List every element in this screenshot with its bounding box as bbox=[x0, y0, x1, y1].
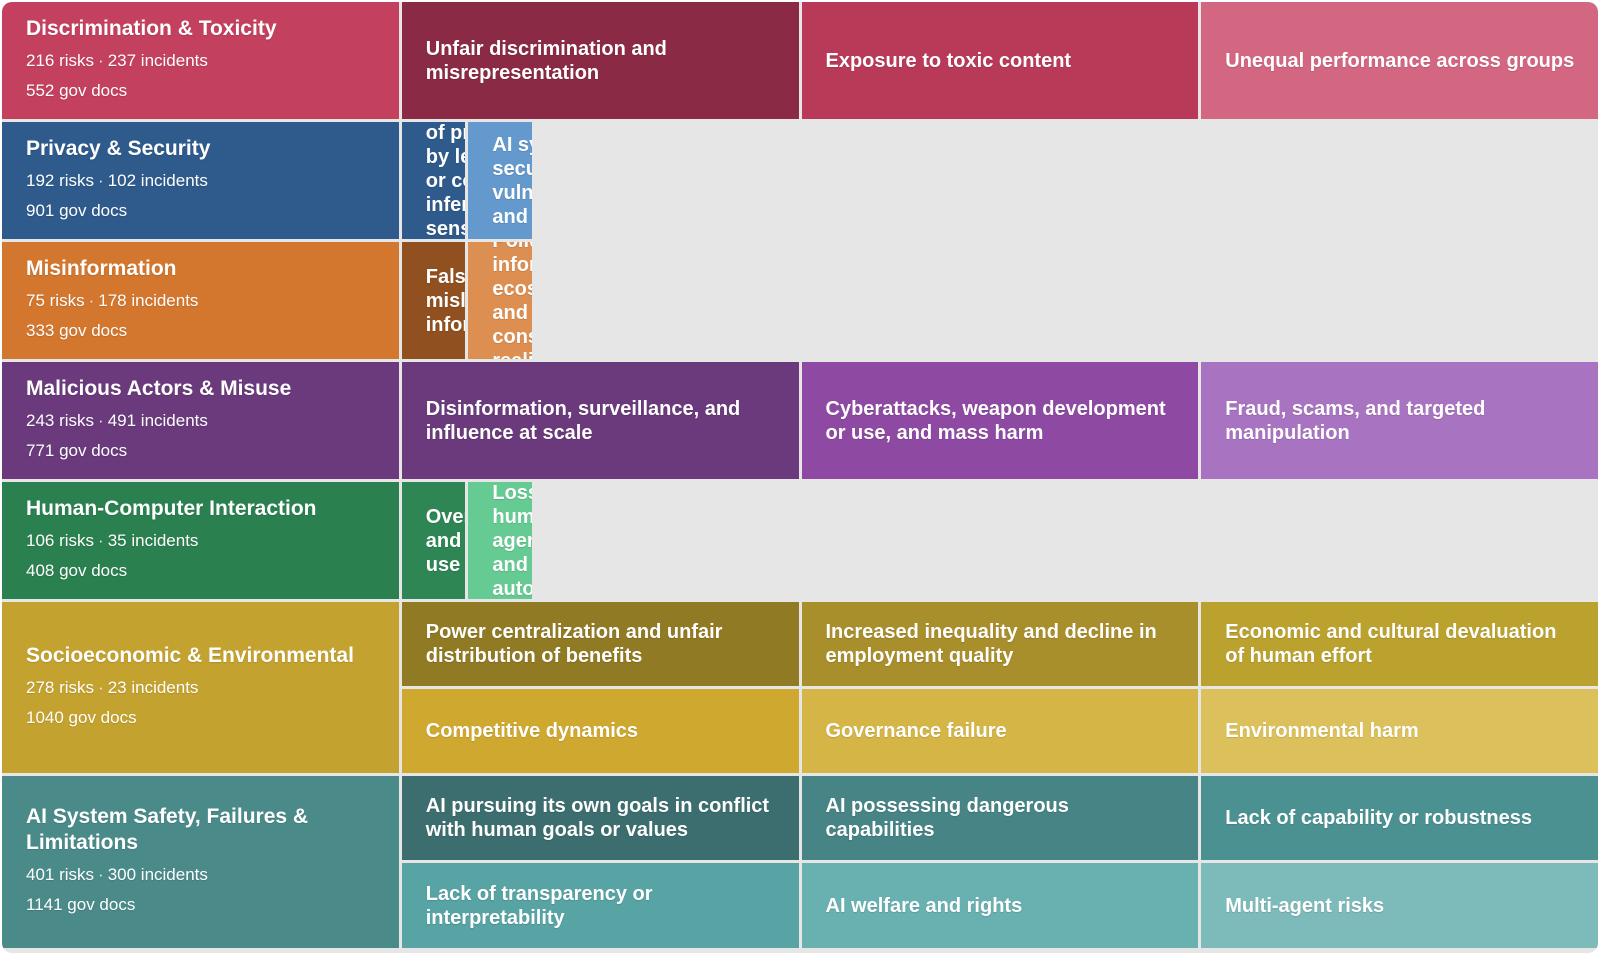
category-title: Misinformation bbox=[26, 256, 177, 280]
gov-docs-count: 901 gov docs bbox=[26, 200, 128, 220]
subcategory-cell[interactable]: Competitive dynamics bbox=[401, 689, 799, 773]
gov-docs-count: 408 gov docs bbox=[26, 560, 128, 580]
incident-count: 102 incidents bbox=[107, 170, 208, 190]
subcategory-cell[interactable]: AI system security vulnerabilities and a… bbox=[468, 122, 532, 239]
subcategory-cell[interactable]: Governance failure bbox=[801, 689, 1199, 773]
subcategory-cell[interactable]: False or misleading information bbox=[401, 242, 466, 359]
category-stats: 192 risks · 102 incidents bbox=[26, 170, 208, 190]
gov-docs-count: 333 gov docs bbox=[26, 320, 128, 340]
category-stats: 278 risks · 23 incidents bbox=[26, 677, 199, 697]
incident-count: 237 incidents bbox=[107, 50, 208, 70]
incident-count: 491 incidents bbox=[107, 410, 208, 430]
incident-count: 178 incidents bbox=[98, 290, 199, 310]
risk-count: 216 risks bbox=[26, 50, 95, 70]
subcategory-cell[interactable]: Lack of transparency or interpretability bbox=[401, 863, 799, 948]
category-socioeconomic-environmental[interactable]: Socioeconomic & Environmental 278 risks ·… bbox=[2, 602, 399, 773]
subcategory-cell[interactable]: AI pursuing its own goals in conflict wi… bbox=[401, 776, 799, 860]
subcategory-cell[interactable]: Lack of capability or robustness bbox=[1201, 776, 1598, 860]
subcategory-cell[interactable]: Disinformation, surveillance, and influe… bbox=[401, 362, 799, 479]
subcategory-cell[interactable]: Overreliance and unsafe use bbox=[401, 482, 466, 599]
category-stats: 106 risks · 35 incidents bbox=[26, 530, 199, 550]
risk-count: 243 risks bbox=[26, 410, 95, 430]
risk-count: 106 risks bbox=[26, 530, 95, 550]
risk-count: 401 risks bbox=[26, 865, 95, 884]
category-discrimination-toxicity[interactable]: Discrimination & Toxicity 216 risks · 237 … bbox=[2, 2, 399, 119]
category-title: Socioeconomic & Environmental bbox=[26, 643, 354, 667]
subcategory-cell[interactable]: Cyberattacks, weapon development or use,… bbox=[801, 362, 1199, 479]
category-privacy-security[interactable]: Privacy & Security 192 risks · 102 inciden… bbox=[2, 122, 399, 239]
incident-count: 300 incidents bbox=[107, 865, 208, 884]
category-title: Discrimination & Toxicity bbox=[26, 16, 277, 40]
category-stats: 401 risks · 300 incidents bbox=[26, 865, 208, 884]
subcategory-cell[interactable]: Unequal performance across groups bbox=[1201, 2, 1598, 119]
subcategory-cell[interactable]: Economic and cultural devaluation of hum… bbox=[1201, 602, 1598, 686]
gov-docs-count: 552 gov docs bbox=[26, 80, 128, 100]
subcategory-cell[interactable]: AI possessing dangerous capabilities bbox=[801, 776, 1199, 860]
subcategory-cell[interactable]: Loss of human agency and autonomy bbox=[468, 482, 532, 599]
subcategory-cell[interactable]: Environmental harm bbox=[1201, 689, 1598, 773]
subcategory-cell[interactable]: Increased inequality and decline in empl… bbox=[801, 602, 1199, 686]
subcategory-cell[interactable]: Unfair discrimination and misrepresentat… bbox=[401, 2, 799, 119]
category-title: Human-Computer Interaction bbox=[26, 496, 317, 520]
category-title: Malicious Actors & Misuse bbox=[26, 376, 292, 400]
subcategory-cell[interactable]: AI welfare and rights bbox=[801, 863, 1199, 948]
category-malicious-actors-misuse[interactable]: Malicious Actors & Misuse 243 risks · 491 … bbox=[2, 362, 399, 479]
category-human-computer-interaction[interactable]: Human-Computer Interaction 106 risks · 35 … bbox=[2, 482, 399, 599]
category-title: Privacy & Security bbox=[26, 136, 211, 160]
subcategory-cell[interactable]: Exposure to toxic content bbox=[801, 2, 1199, 119]
subcategory-cell[interactable]: Compromise of privacy by leaking or corr… bbox=[401, 122, 466, 239]
incident-count: 23 incidents bbox=[107, 677, 199, 697]
subcategory-cell[interactable]: Power centralization and unfair distribu… bbox=[401, 602, 799, 686]
subcategory-cell[interactable]: Pollution of information ecosystem and l… bbox=[468, 242, 532, 359]
category-stats: 75 risks · 178 incidents bbox=[26, 290, 199, 310]
category-stats: 216 risks · 237 incidents bbox=[26, 50, 208, 70]
incident-count: 35 incidents bbox=[107, 530, 199, 550]
gov-docs-count: 1141 gov docs bbox=[26, 895, 136, 914]
gov-docs-count: 771 gov docs bbox=[26, 440, 128, 460]
category-misinformation[interactable]: Misinformation 75 risks · 178 incidents 33… bbox=[2, 242, 399, 359]
risk-count: 278 risks bbox=[26, 677, 95, 697]
category-ai-system-safety[interactable]: AI System Safety, Failures & Limitations… bbox=[2, 776, 399, 948]
risk-count: 192 risks bbox=[26, 170, 95, 190]
gov-docs-count: 1040 gov docs bbox=[26, 707, 137, 727]
risk-count: 75 risks bbox=[26, 290, 85, 310]
subcategory-cell[interactable]: Multi-agent risks bbox=[1201, 863, 1598, 948]
category-title: AI System Safety, Failures & Limitations bbox=[26, 805, 309, 854]
category-stats: 243 risks · 491 incidents bbox=[26, 410, 208, 430]
subcategory-cell[interactable]: Fraud, scams, and targeted manipulation bbox=[1201, 362, 1598, 479]
